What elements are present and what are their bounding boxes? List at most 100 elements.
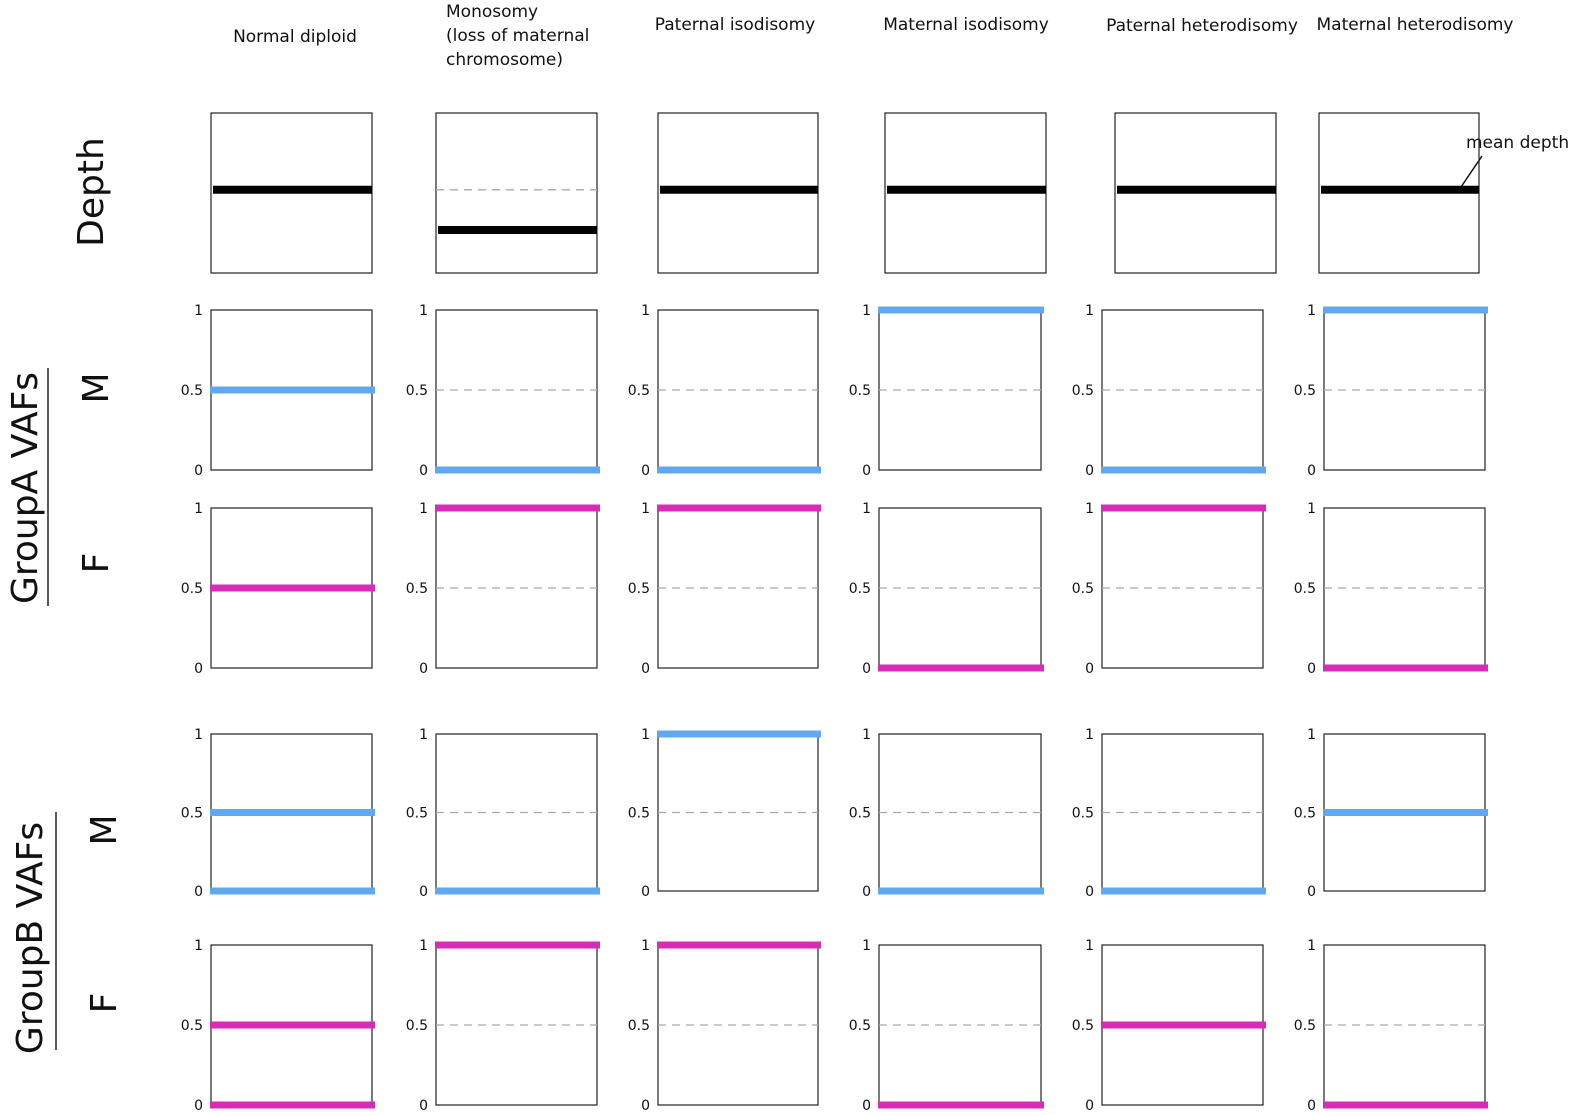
y-tick-label: 0.5 — [628, 383, 650, 399]
y-tick-label: 0.5 — [849, 806, 871, 822]
column-headers: Normal diploid Monosomy (loss of materna… — [233, 2, 1513, 70]
y-tick-label: 1 — [419, 938, 428, 954]
y-tick-label: 0 — [862, 661, 871, 677]
y-tick-label: 0 — [1307, 884, 1316, 900]
row-label-group-a-f: F — [76, 553, 117, 574]
row-label-group-b-f: F — [84, 993, 125, 1014]
column-header: Normal diploid — [233, 27, 357, 47]
y-tick-label: 0 — [419, 463, 428, 479]
y-tick-label: 1 — [862, 727, 871, 743]
y-tick-label: 0 — [641, 661, 650, 677]
y-tick-label: 0.5 — [406, 1018, 428, 1034]
row-label-group-a: GroupA VAFs — [5, 372, 46, 604]
y-tick-label: 0 — [1307, 1098, 1316, 1114]
column-header: Paternal isodisomy — [655, 15, 815, 35]
vaf-panel-frame — [657, 733, 819, 892]
y-tick-label: 0.5 — [1294, 806, 1316, 822]
vaf-panel-frame — [878, 507, 1042, 669]
vaf-panel-frame — [1323, 507, 1486, 669]
y-tick-label: 1 — [1307, 727, 1316, 743]
y-tick-label: 0.5 — [849, 581, 871, 597]
y-tick-label: 0.5 — [1294, 581, 1316, 597]
vaf-panel-frame — [435, 733, 598, 892]
y-tick-label: 0 — [641, 463, 650, 479]
y-tick-label: 0 — [194, 661, 203, 677]
mean-depth-leader — [1458, 155, 1483, 191]
y-tick-label: 0 — [862, 463, 871, 479]
y-tick-label: 0.5 — [849, 383, 871, 399]
y-tick-label: 0 — [641, 1098, 650, 1114]
y-tick-label: 1 — [419, 727, 428, 743]
column-header: Maternal heterodisomy — [1317, 15, 1514, 35]
y-tick-label: 0.5 — [1072, 806, 1094, 822]
y-tick-label: 0.5 — [181, 383, 203, 399]
panel-grid: 1 0.5 0 1 0.5 0 1 0.5 0 1 0.5 0 1 0.5 0 1 0.5 0 1 0.5 0 1 0.5 0… — [181, 112, 1488, 1114]
y-tick-label: 0 — [1085, 463, 1094, 479]
column-header: Maternal isodisomy — [883, 15, 1049, 35]
y-tick-label: 0.5 — [181, 806, 203, 822]
y-tick-label: 0.5 — [1294, 1018, 1316, 1034]
vaf-panel-frame — [657, 944, 819, 1106]
y-tick-label: 1 — [1085, 938, 1094, 954]
y-tick-label: 0.5 — [181, 581, 203, 597]
y-tick-label: 0.5 — [406, 581, 428, 597]
y-tick-label: 1 — [1085, 303, 1094, 319]
y-tick-label: 1 — [641, 727, 650, 743]
y-tick-label: 0 — [1085, 884, 1094, 900]
vaf-panel-frame — [435, 507, 598, 669]
vaf-panel-frame — [1101, 309, 1264, 471]
depth-panel-frame — [435, 112, 598, 274]
y-tick-label: 0.5 — [849, 1018, 871, 1034]
column-header: Monosomy — [446, 2, 538, 22]
column-header: chromosome) — [446, 50, 563, 70]
vaf-panel-frame — [1101, 507, 1264, 669]
vaf-panel-frame — [657, 309, 819, 471]
y-tick-label: 1 — [194, 303, 203, 319]
y-tick-label: 1 — [1307, 501, 1316, 517]
y-tick-label: 0.5 — [1072, 1018, 1094, 1034]
row-label-depth: Depth — [71, 137, 112, 247]
y-tick-label: 1 — [641, 303, 650, 319]
vaf-panel-frame — [878, 309, 1042, 471]
y-tick-label: 1 — [862, 303, 871, 319]
y-tick-label: 0 — [862, 1098, 871, 1114]
y-tick-label: 1 — [862, 938, 871, 954]
y-tick-label: 0.5 — [1072, 581, 1094, 597]
y-tick-label: 0 — [194, 884, 203, 900]
y-tick-label: 0 — [419, 661, 428, 677]
y-tick-label: 0.5 — [1072, 383, 1094, 399]
y-tick-label: 1 — [1307, 938, 1316, 954]
y-tick-label: 0 — [194, 1098, 203, 1114]
y-tick-label: 1 — [1085, 501, 1094, 517]
y-tick-label: 1 — [862, 501, 871, 517]
y-tick-label: 0.5 — [628, 581, 650, 597]
vaf-panel-frame — [1323, 309, 1486, 471]
y-tick-label: 1 — [194, 501, 203, 517]
mean-depth-annotation: mean depth — [1458, 133, 1569, 191]
y-tick-label: 0 — [419, 884, 428, 900]
y-tick-label: 1 — [1307, 303, 1316, 319]
row-label-group-b: GroupB VAFs — [10, 822, 51, 1054]
y-tick-label: 1 — [419, 501, 428, 517]
y-tick-label: 0.5 — [406, 383, 428, 399]
y-tick-label: 1 — [641, 501, 650, 517]
row-label-group-a-m: M — [76, 372, 117, 403]
y-tick-label: 1 — [194, 727, 203, 743]
y-tick-label: 0 — [1307, 463, 1316, 479]
row-label-group-b-m: M — [84, 814, 125, 845]
column-header: (loss of maternal — [446, 26, 589, 46]
vaf-panel-frame — [1101, 733, 1264, 892]
row-labels: Depth GroupA VAFs M F GroupB VAFs M F — [5, 137, 125, 1054]
vaf-panel-frame — [878, 733, 1042, 892]
y-tick-label: 0 — [641, 884, 650, 900]
y-tick-label: 0 — [1085, 661, 1094, 677]
vaf-panel-frame — [435, 309, 598, 471]
column-header: Paternal heterodisomy — [1106, 16, 1298, 36]
mean-depth-label: mean depth — [1466, 133, 1569, 153]
vaf-panel-frame — [657, 507, 819, 669]
y-tick-label: 0.5 — [406, 806, 428, 822]
y-tick-label: 0 — [419, 1098, 428, 1114]
y-tick-label: 1 — [641, 938, 650, 954]
y-tick-label: 1 — [1085, 727, 1094, 743]
